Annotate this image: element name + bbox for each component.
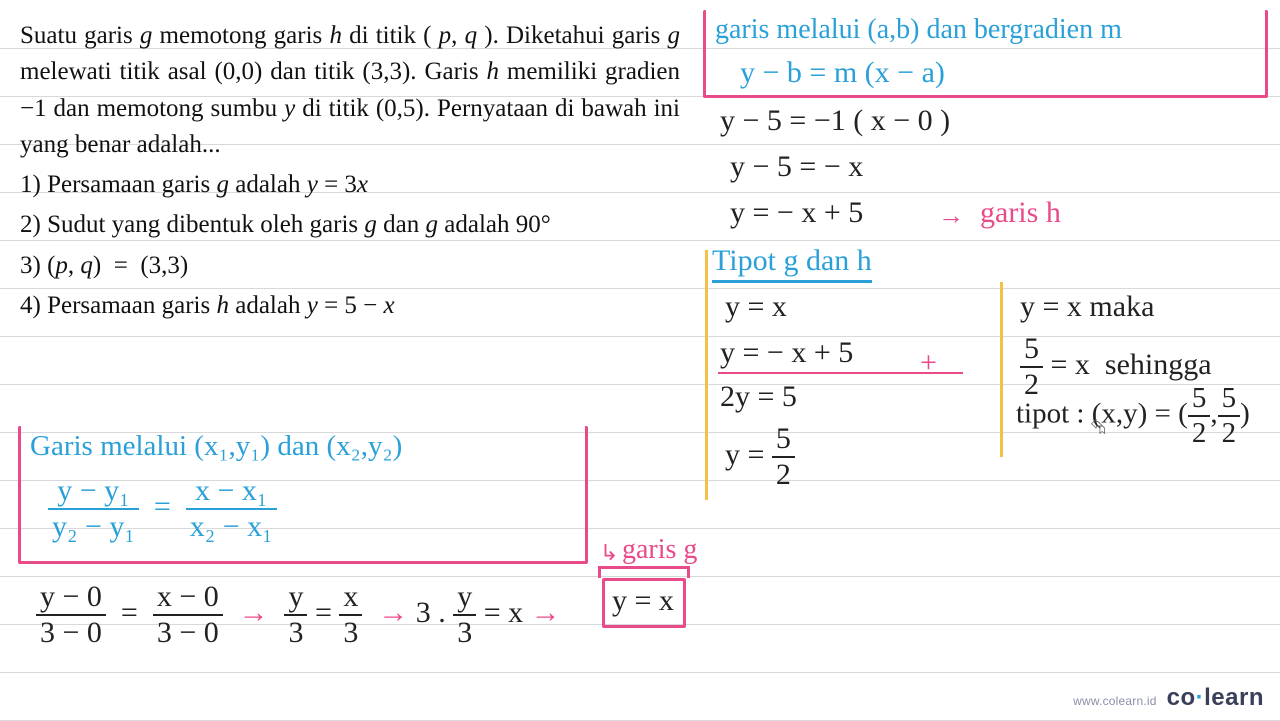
s3n: y (453, 582, 476, 614)
s3d: 3 (453, 614, 476, 648)
s1rd: 3 − 0 (153, 614, 223, 648)
cursor-icon: ⮲ (1090, 416, 1106, 439)
s2d2: 3 (339, 614, 362, 648)
s2d: 3 (284, 614, 307, 648)
problem-body: Suatu garis g memotong garis h di titik … (20, 18, 680, 163)
option-2: 2) Sudut yang dibentuk oleh garis g dan … (20, 207, 680, 243)
f-d2: x₂ − x₁ (186, 508, 277, 542)
brand-a: co (1167, 684, 1196, 711)
option-1: 1) Persamaan garis g adalah y = 3x (20, 167, 680, 203)
arrow-icon: → (230, 596, 277, 629)
tipot-title: Tipot g dan h (712, 244, 872, 283)
tl1: y = x (725, 290, 787, 324)
footer-url: www.colearn.id (1073, 694, 1157, 708)
plus-sign: + (920, 346, 937, 380)
option-3: 3) (p, q) = (3,3) (20, 248, 680, 284)
brand-b: learn (1204, 684, 1264, 711)
arrow-icon: → (938, 200, 964, 231)
brand-logo: co·learn (1167, 684, 1264, 712)
vertical-separator-1 (705, 250, 708, 500)
problem-statement: Suatu garis g memotong garis h di titik … (20, 18, 680, 324)
tl4: y = 52 (725, 424, 795, 490)
arrow-icon: ↳ (600, 540, 618, 566)
f-n2: x − x₁ (186, 476, 277, 508)
arrow-icon: → (531, 596, 561, 629)
formula-point-slope: y − b = m (x − a) (740, 56, 945, 90)
work-line: y − 03 − 0 = x − 03 − 0 → y3 = x3 → 3 . … (36, 582, 561, 648)
s2r: x (339, 582, 362, 614)
step-r3: y = − x + 5 (730, 196, 863, 230)
s1rn: x − 0 (153, 582, 223, 614)
result-yx: y = x (612, 584, 674, 618)
s1n: y − 0 (36, 582, 106, 614)
tl3: 2y = 5 (720, 380, 797, 414)
tl2: y = − x + 5 (720, 336, 853, 370)
s1d: 3 − 0 (36, 614, 106, 648)
step-r1: y − 5 = −1 ( x − 0 ) (720, 104, 950, 138)
label-garis-h: garis h (980, 196, 1061, 230)
dot-icon: · (1196, 684, 1205, 711)
s3: 3 . (416, 596, 446, 629)
page: Suatu garis g memotong garis h di titik … (0, 0, 1280, 720)
footer: www.colearn.id co·learn (1073, 684, 1264, 712)
step-r2: y − 5 = − x (730, 150, 863, 184)
tr1: y = x maka (1020, 290, 1154, 324)
label-garis-g: garis g (622, 534, 697, 566)
arrow-icon: → (370, 596, 408, 629)
underline (718, 372, 963, 374)
f-n1: y − y₁ (48, 476, 139, 508)
s2l: y (284, 582, 307, 614)
bracket-top (598, 566, 690, 578)
f-d1: y₂ − y₁ (48, 508, 139, 542)
two-point-formula: y − y₁y₂ − y₁ = x − x₁x₂ − x₁ (48, 476, 277, 542)
option-4: 4) Persamaan garis h adalah y = 5 − x (20, 288, 680, 324)
tr3: tipot : (x,y) = (52,52) (1016, 384, 1250, 448)
vertical-separator-2 (1000, 282, 1003, 457)
